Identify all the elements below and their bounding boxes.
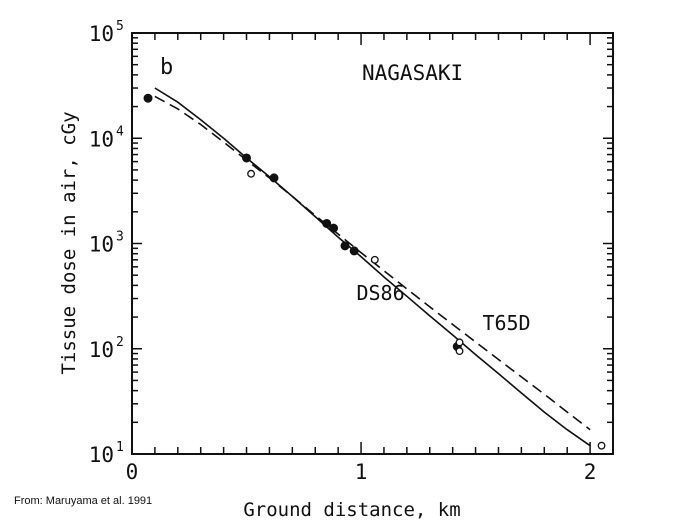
x-tick-labels: 0 1 2 — [126, 460, 597, 484]
open-data-point — [455, 347, 464, 356]
source-credit: From: Maruyama et al. 1991 — [14, 495, 153, 507]
filled-data-point — [340, 241, 350, 251]
y-tick-label: 10 — [89, 233, 114, 257]
data-points — [143, 93, 606, 450]
x-axis-label: Ground distance, km — [243, 499, 460, 521]
filled-data-point — [329, 223, 339, 233]
y-tick-label: 10 — [89, 22, 114, 46]
y-tick-label: 10 — [89, 443, 114, 467]
x-tick-label: 2 — [584, 460, 597, 484]
x-tick-label: 0 — [126, 460, 139, 484]
chart-title: NAGASAKI — [362, 61, 463, 85]
curves — [154, 87, 591, 447]
open-data-point — [455, 338, 464, 347]
y-tick-exponent: 2 — [116, 335, 124, 350]
y-tick-exponent: 1 — [116, 440, 124, 455]
filled-data-point — [349, 246, 359, 256]
open-data-point — [597, 441, 606, 450]
filled-data-point — [242, 153, 252, 163]
axis-ticks — [131, 32, 614, 455]
y-tick-exponent: 4 — [116, 124, 124, 139]
curve-labels: DS86 T65D — [356, 281, 530, 335]
open-data-point — [370, 255, 379, 264]
filled-data-point — [269, 173, 279, 183]
y-tick-label: 10 — [89, 127, 114, 151]
x-tick-label: 1 — [355, 460, 368, 484]
curve-label-t65d: T65D — [482, 311, 530, 335]
y-tick-label: 10 — [89, 338, 114, 362]
panel-label: b — [160, 55, 173, 80]
y-tick-exponent: 5 — [116, 19, 124, 34]
y-axis-label: Tissue dose in air, cGy — [58, 111, 80, 374]
filled-data-point — [322, 218, 332, 228]
curve-t65d — [154, 95, 591, 431]
curve-ds86 — [154, 87, 591, 447]
y-tick-exponent: 3 — [116, 230, 124, 245]
filled-data-point — [143, 93, 153, 103]
curve-label-ds86: DS86 — [356, 281, 404, 305]
open-data-point — [247, 169, 256, 178]
